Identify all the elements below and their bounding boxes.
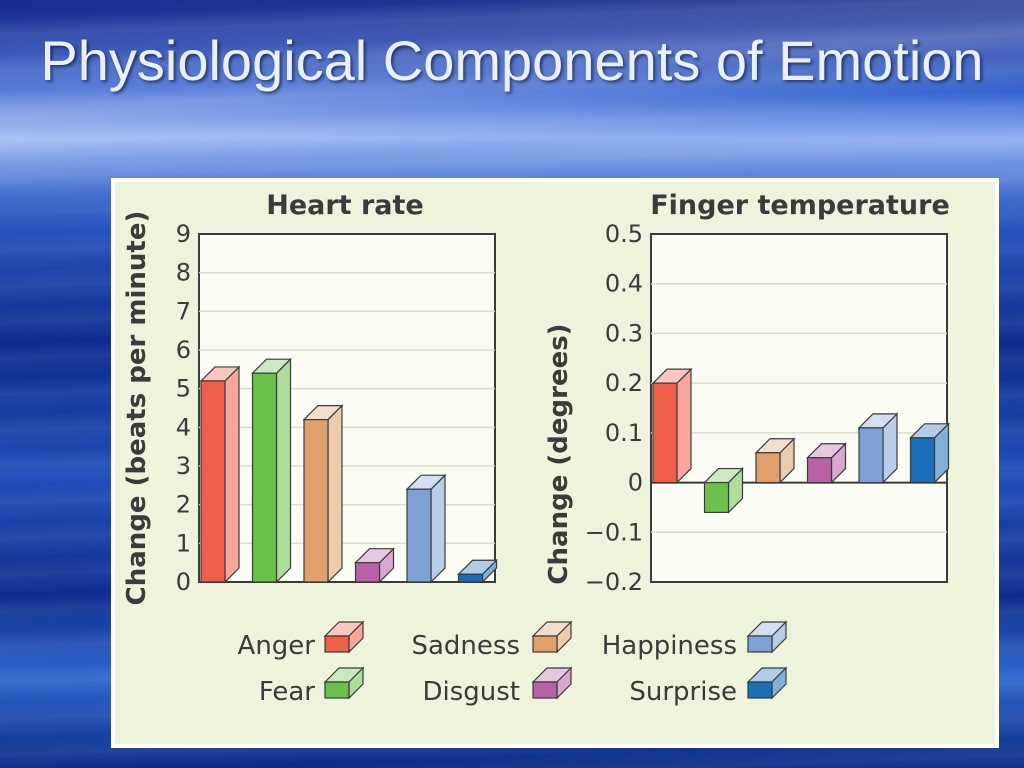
y-tick-label: 6: [176, 336, 191, 364]
y-tick-label: −0.2: [585, 568, 643, 596]
legend-swatch: [531, 620, 573, 654]
bar-disgust: [806, 442, 847, 485]
y-tick-label: 7: [176, 297, 191, 325]
finger-temp-plot-area: [650, 233, 948, 583]
legend-label: Happiness: [602, 631, 737, 661]
heart-rate-title: Heart rate: [266, 190, 424, 221]
legend-swatch: [323, 620, 365, 654]
bar-happiness: [405, 473, 447, 584]
heart-rate-plot-area: [198, 233, 496, 583]
legend-item-fear: Fear: [259, 666, 365, 707]
slide-title: Physiological Components of Emotion: [40, 29, 984, 92]
bar-happiness: [857, 412, 899, 485]
legend-item-sadness: Sadness: [411, 620, 573, 661]
legend-item-surprise: Surprise: [629, 666, 788, 707]
legend: Anger Sadness Happiness Fear Disgust Surprise: [238, 620, 788, 707]
heart-rate-ylabel: Change (beats per minute): [122, 211, 152, 606]
bar-disgust: [354, 547, 395, 584]
chart-figure: Heart rate Change (beats per minute) 0 1 2…: [122, 190, 950, 707]
bar-anger: [199, 365, 241, 584]
finger-temp-ylabel: Change (degrees): [544, 323, 574, 584]
legend-swatch: [746, 620, 788, 654]
bar-fear: [703, 467, 744, 514]
y-tick-label: 1: [176, 529, 191, 557]
y-tick-label: 0.2: [605, 369, 643, 397]
y-tick-label: 9: [176, 220, 191, 248]
legend-label: Fear: [259, 677, 315, 707]
y-tick-label: 8: [176, 259, 191, 287]
legend-label: Disgust: [422, 677, 520, 707]
y-tick-label: −0.1: [585, 518, 643, 546]
legend-label: Surprise: [629, 677, 737, 707]
legend-item-disgust: Disgust: [422, 666, 573, 707]
legend-swatch: [323, 666, 365, 700]
heart-rate-chart: Heart rate Change (beats per minute) 0 1 2…: [122, 190, 498, 606]
legend-swatch: [531, 666, 573, 700]
bar-anger: [651, 367, 693, 485]
y-tick-label: 0: [628, 469, 643, 497]
y-tick-label: 0: [176, 568, 191, 596]
bar-surprise: [909, 422, 950, 485]
y-tick-label: 3: [176, 452, 191, 480]
bar-fear: [251, 357, 292, 584]
y-tick-label: 0.4: [605, 270, 643, 298]
legend-label: Sadness: [411, 631, 520, 661]
bar-sadness: [754, 437, 796, 485]
finger-temp-chart: Finger temperature Change (degrees) 0.5 0…: [544, 190, 950, 596]
bar-surprise: [457, 558, 498, 584]
legend-label: Anger: [238, 631, 316, 661]
y-tick-label: 5: [176, 375, 191, 403]
y-tick-label: 4: [176, 413, 191, 441]
y-tick-label: 0.3: [605, 319, 643, 347]
y-tick-label: 0.1: [605, 419, 643, 447]
chart-panel: Heart rate Change (beats per minute) 0 1 2…: [111, 178, 999, 748]
legend-item-happiness: Happiness: [602, 620, 788, 661]
legend-item-anger: Anger: [238, 620, 365, 661]
bar-sadness: [302, 404, 344, 584]
finger-temp-title: Finger temperature: [650, 190, 950, 221]
legend-swatch: [746, 666, 788, 700]
y-tick-label: 0.5: [605, 220, 643, 248]
y-tick-label: 2: [176, 491, 191, 519]
